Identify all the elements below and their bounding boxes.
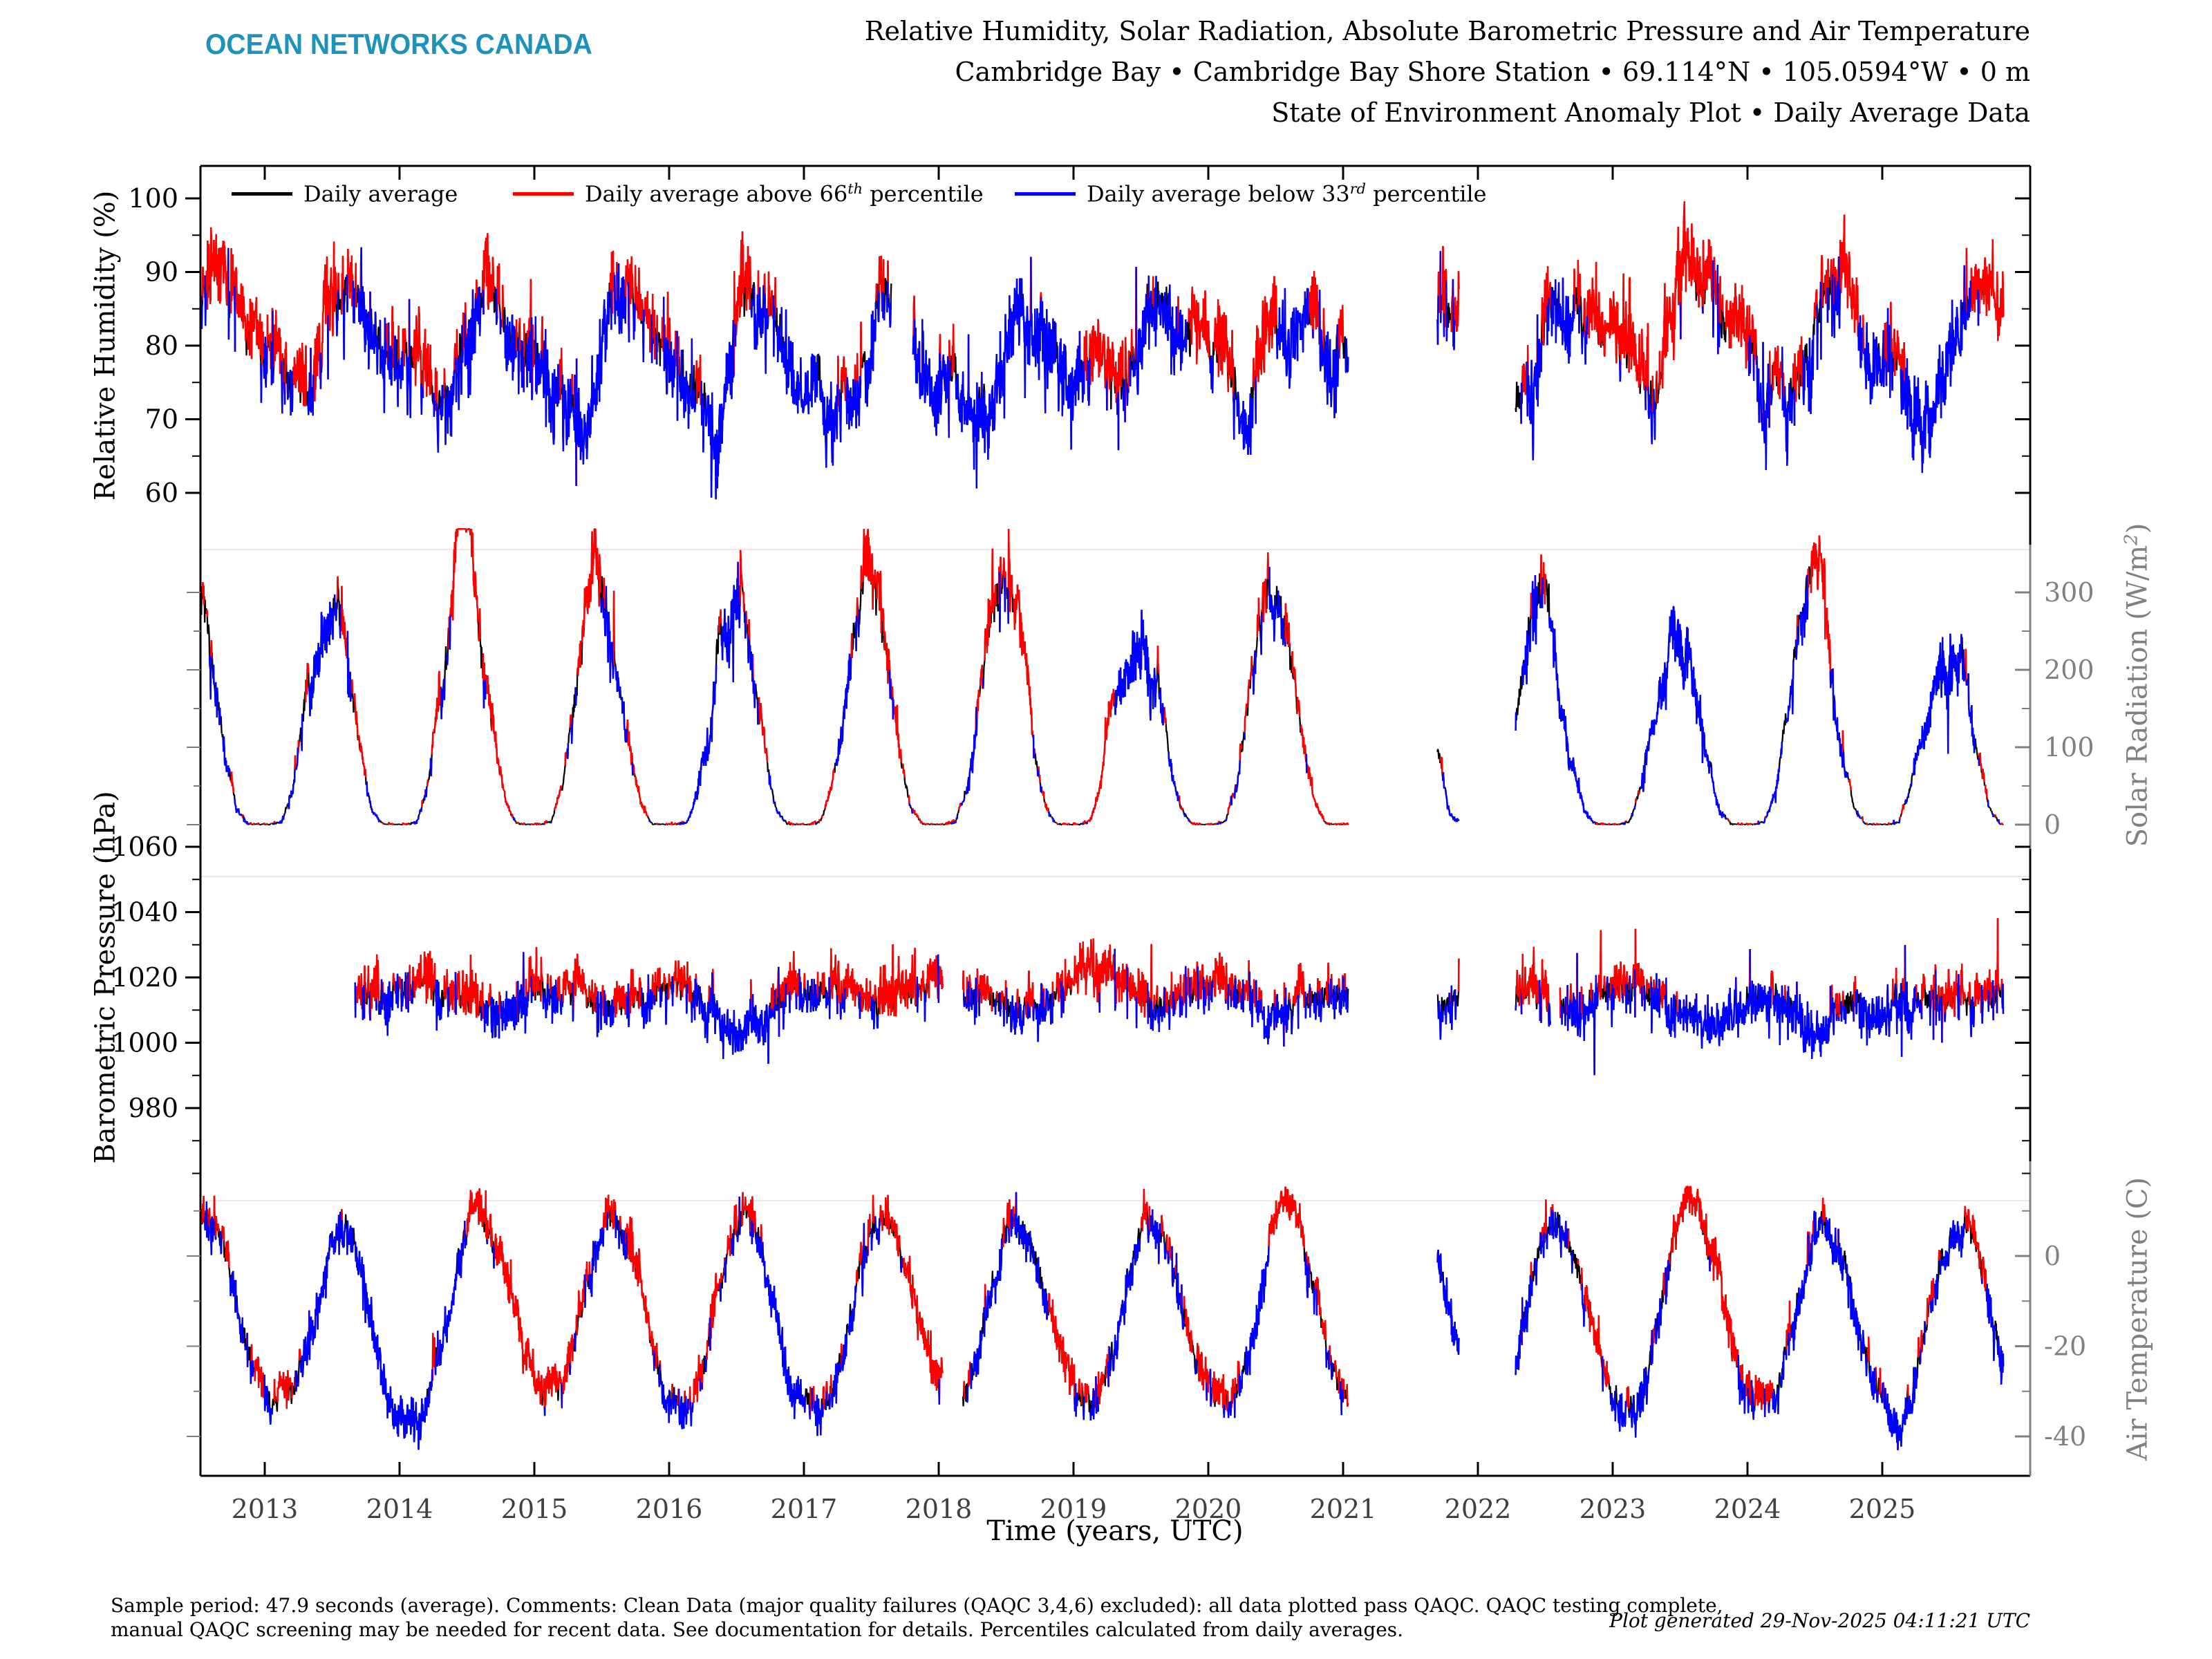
x-tick-label: 2016 (636, 1494, 703, 1524)
y-tick-label-relative-humidity: 70 (145, 404, 178, 435)
footer-plot-generated: Plot generated 29-Nov-2025 04:11:21 UTC (1609, 1609, 2030, 1632)
y-tick-label-air-temperature: -40 (2044, 1421, 2086, 1452)
plot-title-line2: Cambridge Bay • Cambridge Bay Shore Stat… (955, 57, 2030, 87)
y-axis-label-relative-humidity: Relative Humidity (%) (89, 190, 122, 501)
y-tick-label-air-temperature: -20 (2044, 1331, 2086, 1362)
y-axis-label-barometric-pressure: Barometric Pressure (hPa) (89, 791, 122, 1164)
x-tick-label: 2023 (1580, 1494, 1647, 1524)
x-tick-label: 2015 (501, 1494, 568, 1524)
plot-title-line3: State of Environment Anomaly Plot • Dail… (1271, 97, 2030, 128)
x-axis-label-time: Time (years, UTC) (986, 1515, 1244, 1547)
footer-sample-period-line2: manual QAQC screening may be needed for … (111, 1618, 1404, 1641)
legend-line-black (232, 191, 292, 196)
series-barometric-pressure-below-33rd-percentile (354, 945, 2005, 1076)
series-air-temperature-daily-average (200, 1185, 2005, 1450)
y-tick-label-barometric-pressure: 1000 (111, 1028, 178, 1058)
y-tick-label-solar-radiation: 200 (2044, 655, 2094, 685)
y-tick-label-relative-humidity: 80 (145, 330, 178, 361)
series-solar-radiation-daily-average (200, 528, 2004, 826)
x-tick-label: 2024 (1714, 1494, 1781, 1524)
y-tick-label-barometric-pressure: 1040 (111, 897, 178, 928)
y-tick-label-barometric-pressure: 980 (128, 1093, 178, 1123)
legend-line-red (513, 191, 574, 196)
x-tick-label: 2014 (366, 1494, 433, 1524)
ocean-networks-canada-logo: OCEAN NETWORKS CANADA (205, 28, 592, 60)
series-relative-humidity-above-66th-percentile (201, 201, 2005, 487)
series-relative-humidity-below-33rd-percentile (200, 247, 1980, 500)
y-tick-label-solar-radiation: 300 (2044, 577, 2094, 608)
y-tick-label-relative-humidity: 90 (145, 257, 178, 288)
y-tick-label-solar-radiation: 100 (2044, 732, 2094, 762)
footer-sample-period-line1: Sample period: 47.9 seconds (average). C… (111, 1594, 1723, 1617)
plot-title-line1: Relative Humidity, Solar Radiation, Abso… (864, 16, 2030, 46)
series-solar-radiation-below-33rd-percentile (208, 561, 2000, 826)
plot-title: Relative Humidity, Solar Radiation, Abso… (865, 11, 2030, 133)
x-tick-label: 2022 (1445, 1494, 1512, 1524)
y-tick-label-air-temperature: 0 (2044, 1241, 2061, 1271)
series-air-temperature-below-33rd-percentile (203, 1192, 2005, 1450)
series-solar-radiation-above-66th-percentile (201, 527, 2003, 825)
y-axis-label-solar-radiation: Solar Radiation (W/m2) (2121, 523, 2154, 847)
x-tick-label: 2020 (1175, 1494, 1242, 1524)
y-tick-label-solar-radiation: 0 (2044, 809, 2061, 840)
series-air-temperature-above-66th-percentile (200, 1185, 1987, 1420)
y-tick-label-relative-humidity: 60 (145, 478, 178, 508)
y-axis-label-air-temperature: Air Temperature (C) (2121, 1177, 2154, 1461)
legend-item-above-66th: Daily average above 66th percentile (513, 178, 984, 209)
y-tick-label-barometric-pressure: 1020 (111, 962, 178, 993)
y-tick-label-relative-humidity: 100 (128, 183, 178, 214)
y-tick-label-barometric-pressure: 1060 (111, 832, 178, 862)
x-tick-label: 2019 (1040, 1494, 1107, 1524)
x-tick-label: 2021 (1310, 1494, 1377, 1524)
legend-line-blue (1015, 191, 1076, 196)
x-tick-label: 2017 (771, 1494, 838, 1524)
x-tick-label: 2013 (232, 1494, 299, 1524)
x-tick-label: 2025 (1849, 1494, 1916, 1524)
legend-item-below-33rd: Daily average below 33rd percentile (1015, 178, 1487, 209)
x-tick-label: 2018 (906, 1494, 973, 1524)
series-barometric-pressure-above-66th-percentile (354, 918, 2003, 1047)
legend-item-daily-average: Daily average (232, 178, 458, 209)
